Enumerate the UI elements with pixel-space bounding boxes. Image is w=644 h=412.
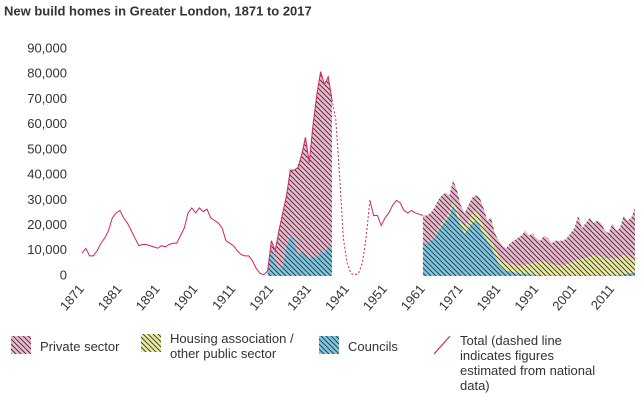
x-tick-label: 1931 xyxy=(284,281,314,313)
legend-label: Total (dashed line indicates figures est… xyxy=(460,333,596,393)
x-tick-label: 1981 xyxy=(473,281,503,313)
x-tick-label: 1921 xyxy=(246,281,276,313)
x-tick-label: 1881 xyxy=(95,281,125,313)
y-tick-label: 60,000 xyxy=(27,116,67,131)
x-tick-label: 1941 xyxy=(322,281,352,313)
y-tick-label: 0 xyxy=(60,267,67,282)
y-tick-label: 10,000 xyxy=(27,242,67,257)
legend-item: Private sector xyxy=(10,333,150,355)
x-tick-label: 2001 xyxy=(549,281,579,313)
area xyxy=(267,235,332,276)
total-line xyxy=(331,99,371,276)
legend-swatch-fill xyxy=(11,336,31,354)
area xyxy=(422,180,635,266)
x-tick-label: 1961 xyxy=(398,281,428,313)
legend-swatch-fill xyxy=(141,334,161,352)
legend-label: Councils xyxy=(348,339,398,354)
legend-item: Housing association / other public secto… xyxy=(140,331,320,361)
x-tick-label: 1871 xyxy=(57,281,87,313)
x-tick-label: 1991 xyxy=(511,281,541,313)
y-tick-label: 80,000 xyxy=(27,66,67,81)
legend-item: Councils xyxy=(318,333,448,355)
x-tick-label: 2011 xyxy=(588,281,617,312)
y-tick-label: 30,000 xyxy=(27,192,67,207)
legend-swatch xyxy=(141,334,161,352)
legend-label: Private sector xyxy=(40,339,120,354)
y-tick-label: 90,000 xyxy=(27,40,67,55)
x-tick-label: 1901 xyxy=(170,281,200,313)
x-tick-label: 1911 xyxy=(209,281,238,312)
x-tick-label: 1971 xyxy=(436,281,466,313)
total-line xyxy=(369,199,424,227)
y-tick-label: 50,000 xyxy=(27,141,67,156)
legend-swatch xyxy=(433,335,451,355)
legend-swatch-line xyxy=(433,335,451,355)
x-tick-label: 1951 xyxy=(360,281,390,313)
legend-item: Total (dashed line indicates figures est… xyxy=(430,333,600,393)
chart-title: New build homes in Greater London, 1871 … xyxy=(4,3,312,18)
total-line xyxy=(81,71,333,276)
legend-swatch-fill xyxy=(319,336,339,354)
y-tick-label: 20,000 xyxy=(27,217,67,232)
y-tick-label: 40,000 xyxy=(27,167,67,182)
area xyxy=(422,205,635,276)
area xyxy=(422,201,635,276)
x-tick-label: 1891 xyxy=(133,281,163,313)
legend-label: Housing association / other public secto… xyxy=(170,331,294,361)
y-tick-label: 70,000 xyxy=(27,91,67,106)
area xyxy=(267,71,332,274)
legend-swatch xyxy=(319,336,339,354)
legend-swatch xyxy=(11,336,31,354)
